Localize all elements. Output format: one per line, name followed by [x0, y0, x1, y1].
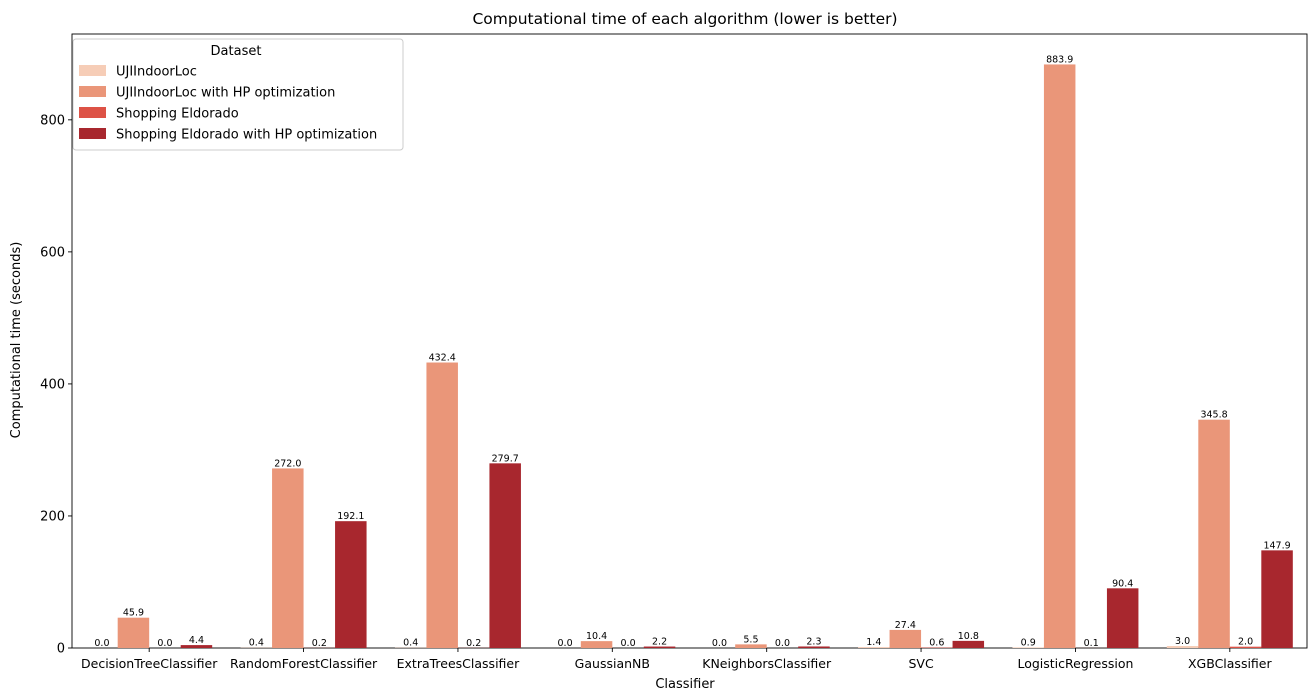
bar: [580, 641, 613, 648]
data-label: 0.9: [1021, 637, 1036, 648]
chart-title: Computational time of each algorithm (lo…: [472, 10, 897, 28]
x-tick-label: DecisionTreeClassifier: [81, 656, 218, 671]
bar: [735, 644, 767, 648]
data-label: 27.4: [895, 620, 916, 631]
bar: [1166, 646, 1199, 648]
data-label: 0.4: [403, 638, 418, 649]
axes-frame: [71, 33, 1308, 649]
bar: [426, 362, 458, 648]
bar: [117, 617, 150, 648]
x-tick-label: SVC: [908, 656, 933, 671]
bar: [643, 646, 676, 648]
data-label: 0.4: [249, 638, 264, 649]
x-tick-label: LogisticRegression: [1017, 656, 1133, 671]
legend-label: UJIIndoorLoc with HP optimization: [116, 86, 335, 101]
y-tick-label: 200: [40, 509, 65, 524]
bar: [1229, 646, 1262, 648]
bar: [1043, 64, 1076, 648]
data-label: 0.2: [312, 638, 327, 649]
data-label: 0.6: [929, 638, 944, 649]
data-label: 0.0: [558, 638, 573, 649]
data-label: 0.0: [621, 638, 636, 649]
legend-box: [72, 38, 404, 151]
data-label: 147.9: [1263, 540, 1290, 551]
data-label: 432.4: [429, 353, 456, 364]
data-label: 0.0: [157, 638, 172, 649]
data-label: 345.8: [1200, 410, 1227, 421]
x-axis-label: Classifier: [655, 677, 715, 692]
bar: [1012, 647, 1044, 648]
plot-area: 0 200 400 600 800 DecisionTreeClassifier 0.0 45…: [40, 33, 1308, 671]
data-label: 2.3: [806, 636, 821, 647]
x-tick-label: KNeighborsClassifier: [702, 656, 832, 671]
x-tick-label: XGBClassifier: [1188, 656, 1273, 671]
data-label: 0.0: [712, 638, 727, 649]
legend-swatch: [79, 107, 106, 118]
data-label: 192.1: [337, 511, 364, 522]
x-tick-label: RandomForestClassifier: [230, 656, 378, 671]
data-label: 279.7: [492, 453, 519, 464]
bar: [1198, 419, 1230, 648]
bar: [798, 646, 830, 648]
legend-swatch: [79, 128, 106, 139]
legend-title: Dataset: [211, 44, 262, 59]
y-tick-label: 400: [40, 377, 65, 392]
y-tick-label: 0: [57, 642, 65, 657]
data-label: 2.2: [652, 637, 667, 648]
data-label: 0.0: [775, 638, 790, 649]
bar: [180, 645, 213, 648]
data-label: 4.4: [189, 635, 204, 646]
bar: [858, 647, 890, 648]
bar: [272, 468, 304, 648]
data-label: 10.8: [958, 631, 979, 642]
data-label: 45.9: [123, 608, 144, 619]
bar: [335, 521, 367, 648]
data-label: 0.2: [466, 638, 481, 649]
data-label: 0.0: [94, 638, 109, 649]
data-label: 2.0: [1238, 637, 1253, 648]
data-label: 5.5: [743, 634, 758, 645]
data-label: 0.1: [1084, 638, 1099, 649]
bar: [889, 629, 922, 648]
legend-swatch: [79, 65, 106, 76]
legend-label: UJIIndoorLoc: [116, 65, 197, 80]
data-label: 883.9: [1046, 54, 1073, 65]
data-label: 3.0: [1175, 636, 1190, 647]
legend-swatch: [79, 86, 106, 97]
bar: [1106, 588, 1139, 648]
data-label: 90.4: [1112, 578, 1133, 589]
data-label: 10.4: [586, 631, 607, 642]
bar: [489, 463, 521, 648]
x-tick-label: GaussianNB: [575, 656, 650, 671]
y-tick-label: 800: [40, 113, 65, 128]
x-tick-label: ExtraTreesClassifier: [397, 656, 520, 671]
legend-label: Shopping Eldorado: [116, 107, 239, 122]
y-tick-label: 600: [40, 245, 65, 260]
y-axis-label: Computational time (seconds): [9, 242, 24, 439]
bar: [1261, 550, 1293, 648]
data-label: 1.4: [866, 637, 881, 648]
legend: Dataset UJIIndoorLoc UJIIndoorLoc with HP …: [72, 38, 404, 151]
data-label: 272.0: [274, 458, 301, 469]
bar: [952, 640, 985, 648]
legend-label: Shopping Eldorado with HP optimization: [116, 128, 377, 143]
